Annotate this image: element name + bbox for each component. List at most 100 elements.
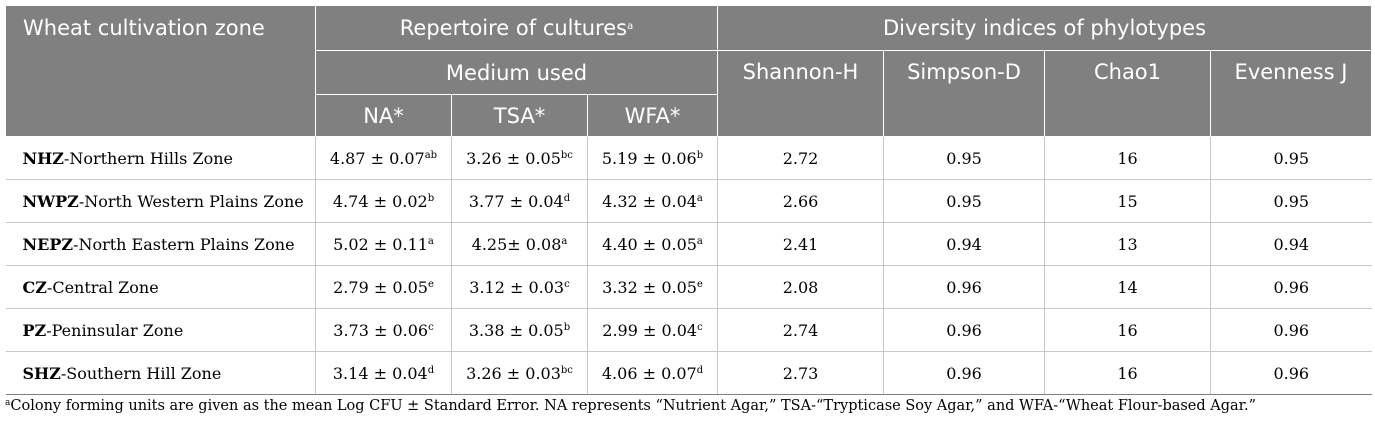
header-tsa: TSA* — [451, 94, 588, 137]
na-value: 4.87 ± 0.07 — [329, 148, 425, 168]
wfa-sup: d — [696, 364, 704, 376]
na-value: 5.02 ± 0.11 — [333, 234, 428, 254]
cell-na: 4.87 ± 0.07ab — [315, 136, 452, 180]
footnote-marker: a — [5, 398, 11, 408]
tsa-value: 3.26 ± 0.03 — [466, 363, 561, 383]
zone-abbr: SHZ — [22, 363, 61, 383]
data-table-container: Wheat cultivation zone Repertoire of cul… — [5, 5, 1373, 395]
na-sup: e — [427, 278, 434, 290]
tsa-value: 3.38 ± 0.05 — [468, 320, 564, 340]
cell-tsa: 3.38 ± 0.05b — [451, 308, 588, 352]
tsa-sup: b — [563, 321, 571, 333]
header-zone: Wheat cultivation zone — [5, 5, 316, 137]
wfa-sup: e — [696, 278, 703, 290]
cell-wfa: 3.32 ± 0.05e — [587, 265, 718, 309]
cell-chao1: 16 — [1044, 136, 1211, 180]
tsa-sup: a — [561, 235, 568, 247]
cell-evenness: 0.95 — [1210, 136, 1372, 180]
table-row: NHZ-Northern Hills Zone 4.87 ± 0.07ab 3.26… — [5, 136, 1372, 180]
tsa-value: 4.25± 0.08 — [471, 234, 562, 254]
na-sup: b — [427, 192, 435, 204]
na-value: 3.73 ± 0.06 — [333, 320, 429, 340]
cell-zone: SHZ-Southern Hill Zone — [5, 351, 316, 395]
wfa-sup: a — [696, 235, 703, 247]
cell-chao1: 16 — [1044, 308, 1211, 352]
wfa-sup: b — [696, 149, 704, 161]
cell-na: 3.14 ± 0.04d — [315, 351, 452, 395]
wfa-value: 5.19 ± 0.06 — [601, 148, 697, 168]
na-sup: a — [427, 235, 434, 247]
tsa-value: 3.12 ± 0.03 — [469, 277, 565, 297]
header-diversity: Diversity indices of phylotypes — [716, 5, 1373, 51]
zone-abbr: PZ — [22, 320, 47, 340]
zone-name: -Northern Hills Zone — [63, 148, 233, 168]
cell-shannon: 2.08 — [717, 265, 884, 309]
zone-name: -Central Zone — [46, 277, 159, 297]
cell-zone: NWPZ-North Western Plains Zone — [5, 179, 316, 223]
tsa-value: 3.26 ± 0.05 — [466, 148, 561, 168]
na-sup: c — [428, 321, 434, 333]
zone-name: -North Eastern Plains Zone — [73, 234, 295, 254]
cell-wfa: 4.06 ± 0.07d — [587, 351, 718, 395]
header-repertoire: Repertoire of culturesa — [315, 5, 718, 51]
cell-simpson: 0.96 — [883, 265, 1045, 309]
tsa-value: 3.77 ± 0.04 — [468, 191, 564, 211]
cell-shannon: 2.66 — [717, 179, 884, 223]
header-repertoire-sup: a — [627, 21, 634, 32]
cell-simpson: 0.95 — [883, 136, 1045, 180]
cell-tsa: 3.26 ± 0.05bc — [451, 136, 588, 180]
header-simpson: Simpson-D — [883, 50, 1045, 137]
cell-tsa: 3.77 ± 0.04d — [451, 179, 588, 223]
zone-abbr: NHZ — [22, 148, 64, 168]
wfa-value: 4.40 ± 0.05 — [602, 234, 697, 254]
cell-simpson: 0.95 — [883, 179, 1045, 223]
cell-evenness: 0.96 — [1210, 265, 1372, 309]
zone-name: -Southern Hill Zone — [60, 363, 222, 383]
tsa-sup: d — [563, 192, 571, 204]
zone-abbr: NEPZ — [22, 234, 74, 254]
cell-na: 2.79 ± 0.05e — [315, 265, 452, 309]
cell-zone: CZ-Central Zone — [5, 265, 316, 309]
wfa-value: 4.32 ± 0.04 — [602, 191, 697, 211]
cell-simpson: 0.96 — [883, 308, 1045, 352]
tsa-sup: bc — [560, 149, 573, 161]
header-shannon: Shannon-H — [717, 50, 884, 137]
table-body: NHZ-Northern Hills Zone 4.87 ± 0.07ab 3.26… — [5, 136, 1372, 395]
cell-wfa: 4.32 ± 0.04a — [587, 179, 718, 223]
cell-shannon: 2.73 — [717, 351, 884, 395]
cell-zone: NEPZ-North Eastern Plains Zone — [5, 222, 316, 266]
wfa-value: 4.06 ± 0.07 — [601, 363, 697, 383]
table-footnote: aColony forming units are given as the m… — [5, 398, 1256, 414]
cell-wfa: 5.19 ± 0.06b — [587, 136, 718, 180]
header-wfa: WFA* — [587, 94, 718, 137]
cell-na: 4.74 ± 0.02b — [315, 179, 452, 223]
header-evenness: Evenness J — [1209, 50, 1373, 137]
cell-evenness: 0.95 — [1210, 179, 1372, 223]
zone-abbr: NWPZ — [22, 191, 79, 211]
cell-evenness: 0.96 — [1210, 308, 1372, 352]
table-row: NEPZ-North Eastern Plains Zone 5.02 ± 0.1… — [5, 222, 1372, 266]
wfa-sup: c — [697, 321, 703, 333]
cell-simpson: 0.96 — [883, 351, 1045, 395]
cell-tsa: 3.26 ± 0.03bc — [451, 351, 588, 395]
na-value: 3.14 ± 0.04 — [332, 363, 428, 383]
na-sup: d — [427, 364, 435, 376]
cell-wfa: 2.99 ± 0.04c — [587, 308, 718, 352]
cell-shannon: 2.74 — [717, 308, 884, 352]
zone-name: -Peninsular Zone — [46, 320, 184, 340]
cell-na: 3.73 ± 0.06c — [315, 308, 452, 352]
cell-chao1: 13 — [1044, 222, 1211, 266]
cell-chao1: 16 — [1044, 351, 1211, 395]
cell-zone: PZ-Peninsular Zone — [5, 308, 316, 352]
na-value: 4.74 ± 0.02 — [332, 191, 428, 211]
table-row: SHZ-Southern Hill Zone 3.14 ± 0.04d 3.26 ±… — [5, 351, 1372, 395]
wfa-sup: a — [696, 192, 703, 204]
header-repertoire-label: Repertoire of cultures — [399, 16, 628, 40]
na-sup: ab — [424, 149, 438, 161]
header-medium: Medium used — [315, 50, 718, 95]
cell-wfa: 4.40 ± 0.05a — [587, 222, 718, 266]
table-row: NWPZ-North Western Plains Zone 4.74 ± 0.0… — [5, 179, 1372, 223]
zone-diversity-table: Wheat cultivation zone Repertoire of cul… — [5, 5, 1373, 395]
table-header: Wheat cultivation zone Repertoire of cul… — [5, 5, 1373, 137]
cell-chao1: 15 — [1044, 179, 1211, 223]
